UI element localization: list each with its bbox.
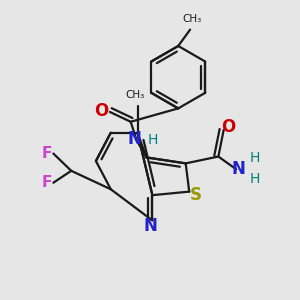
Text: O: O [221, 118, 235, 136]
Text: O: O [94, 102, 109, 120]
Text: H: H [148, 133, 158, 147]
Text: F: F [42, 175, 52, 190]
Text: S: S [190, 186, 202, 204]
Text: CH₃: CH₃ [125, 90, 144, 100]
Text: H: H [250, 151, 260, 165]
Text: N: N [127, 130, 141, 148]
Text: N: N [144, 217, 158, 235]
Text: H: H [250, 172, 260, 186]
Text: CH₃: CH₃ [182, 14, 201, 24]
Text: N: N [232, 160, 245, 178]
Text: F: F [42, 146, 52, 161]
